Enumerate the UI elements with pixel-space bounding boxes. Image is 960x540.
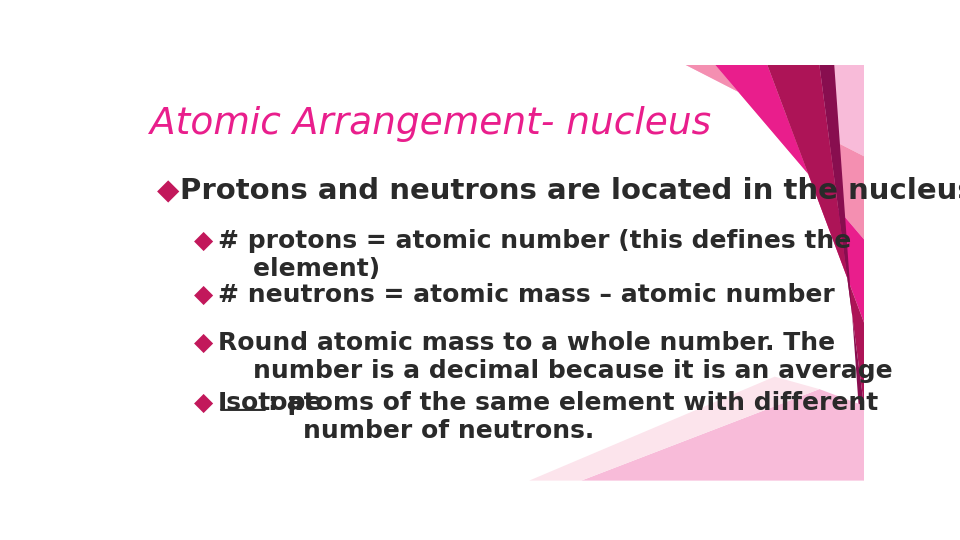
Polygon shape	[767, 65, 864, 406]
Text: : atoms of the same element with different
    number of neutrons.: : atoms of the same element with differe…	[268, 391, 878, 443]
Text: ◆: ◆	[157, 177, 180, 205]
Text: ◆: ◆	[194, 229, 214, 253]
Text: Round atomic mass to a whole number. The
    number is a decimal because it is a: Round atomic mass to a whole number. The…	[218, 331, 893, 383]
Text: ◆: ◆	[194, 283, 214, 307]
Polygon shape	[685, 65, 864, 156]
Text: # neutrons = atomic mass – atomic number: # neutrons = atomic mass – atomic number	[218, 283, 835, 307]
Polygon shape	[581, 389, 864, 481]
Text: ◆: ◆	[194, 331, 214, 355]
Polygon shape	[529, 377, 820, 481]
Text: ◆: ◆	[194, 391, 214, 415]
Polygon shape	[715, 65, 864, 322]
Text: # protons = atomic number (this defines the
    element): # protons = atomic number (this defines …	[218, 229, 852, 281]
Text: Atomic Arrangement- nucleus: Atomic Arrangement- nucleus	[150, 106, 711, 143]
Polygon shape	[820, 65, 864, 481]
Text: Protons and neutrons are located in the nucleus: Protons and neutrons are located in the …	[180, 177, 960, 205]
Text: Isotope: Isotope	[218, 391, 324, 415]
Polygon shape	[685, 65, 864, 239]
